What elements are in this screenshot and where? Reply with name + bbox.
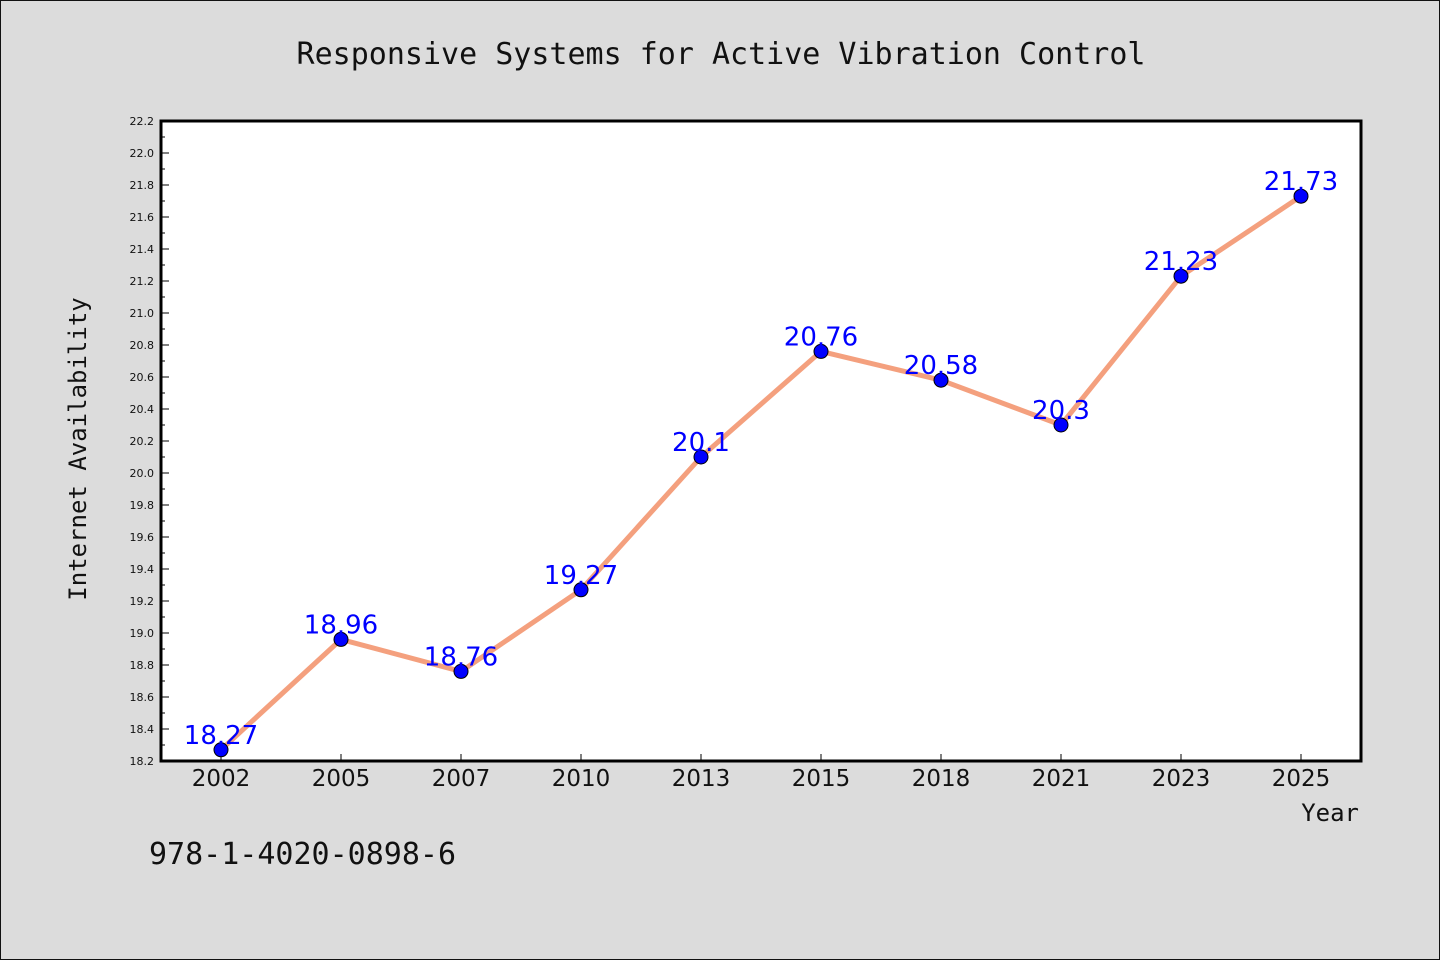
y-tick-label: 21.0 [130,307,155,320]
data-point [693,449,709,465]
data-point [1173,268,1189,284]
data-point [453,663,469,679]
y-tick-label: 18.6 [130,691,155,704]
data-label: 18.96 [304,610,378,640]
x-tick-label: 2007 [432,766,491,792]
series-markers [213,188,1309,758]
data-label: 20.1 [672,428,730,458]
x-tick-label: 2010 [552,766,611,792]
data-label: 21.23 [1144,247,1218,277]
y-tick-label: 20.6 [130,371,155,384]
data-point [333,631,349,647]
data-label: 18.76 [424,642,498,672]
y-tick-label: 18.2 [130,755,155,768]
y-tick-label: 21.8 [130,179,155,192]
x-tick-label: 2013 [672,766,731,792]
chart-title: Responsive Systems for Active Vibration … [297,37,1146,72]
y-tick-label: 19.2 [130,595,155,608]
y-tick-label: 18.4 [130,723,155,736]
y-tick-label: 21.4 [130,243,155,256]
y-tick-label: 22.2 [130,115,155,128]
data-point [213,742,229,758]
y-tick-label: 20.0 [130,467,155,480]
x-tick-label: 2005 [312,766,371,792]
y-axis: 18.2 18.4 18.6 18.8 19.0 19.2 19.4 19.6 19.8 20.0… [130,115,169,768]
y-tick-label: 22.0 [130,147,155,160]
y-tick-label: 20.8 [130,339,155,352]
data-label: 20.3 [1032,396,1090,426]
x-tick-label: 2018 [912,766,971,792]
data-label: 20.58 [904,351,978,381]
x-tick-label: 2023 [1152,766,1211,792]
x-tick-label: 2021 [1032,766,1091,792]
y-tick-label: 19.4 [130,563,155,576]
y-tick-label: 18.8 [130,659,155,672]
x-axis: 2002 2005 2007 2010 2013 2015 2018 2021 2023 2025 [192,754,1331,792]
data-label: 19.27 [544,561,618,591]
x-tick-label: 2002 [192,766,251,792]
isbn-annotation: 978-1-4020-0898-6 [149,837,456,872]
x-tick-label: 2015 [792,766,851,792]
data-label: 21.73 [1264,167,1338,197]
y-tick-label: 21.6 [130,211,155,224]
y-tick-label: 19.8 [130,499,155,512]
x-axis-title: Year [1301,799,1359,827]
data-point [933,372,949,388]
data-point [573,582,589,598]
data-label: 18.27 [184,721,258,751]
data-label: 20.76 [784,322,858,352]
y-tick-label: 21.2 [130,275,155,288]
data-point [1053,417,1069,433]
x-tick-label: 2025 [1272,766,1331,792]
y-tick-label: 19.0 [130,627,155,640]
data-labels: 18.27 18.96 18.76 19.27 20.1 20.76 20.58 20.3 21… [184,167,1338,751]
y-tick-label: 20.4 [130,403,155,416]
plot-area [159,119,1363,763]
y-tick-label: 19.6 [130,531,155,544]
data-point [1293,188,1309,204]
data-point [813,343,829,359]
series-line [218,193,1304,753]
y-axis-title: Internet Availability [64,297,92,600]
y-tick-label: 20.2 [130,435,155,448]
